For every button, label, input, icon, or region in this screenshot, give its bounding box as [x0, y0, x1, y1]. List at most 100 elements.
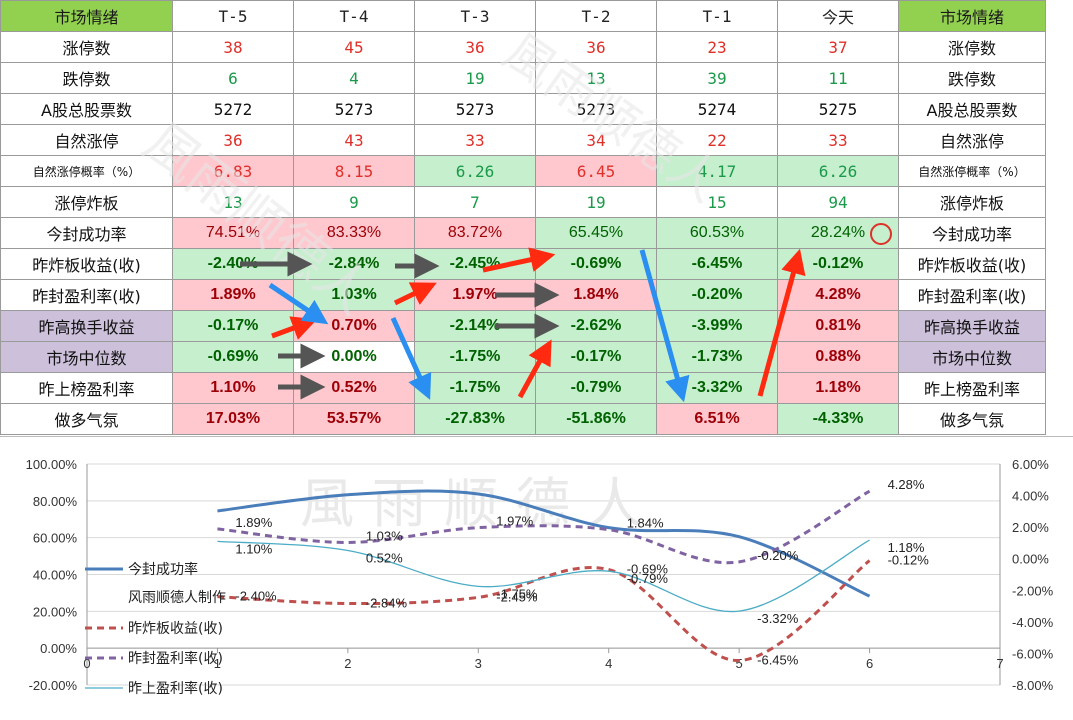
- row-label-right: 昨高换手收益: [898, 310, 1046, 342]
- legend-label: 昨封盈利率(收): [128, 650, 223, 667]
- value-cell: 83.72%: [414, 217, 536, 249]
- header-day-5: T-1: [656, 0, 778, 32]
- value-cell: -6.45%: [656, 248, 778, 280]
- value-cell: 1.97%: [414, 279, 536, 311]
- header-day-3: T-3: [414, 0, 536, 32]
- value-cell: 33: [777, 124, 899, 156]
- value-cell: -0.79%: [535, 372, 657, 404]
- data-label: -2.45%: [496, 589, 538, 604]
- row-label-left: A股总股票数: [0, 93, 173, 125]
- value-cell: 8.15: [293, 155, 415, 187]
- row-label-right: A股总股票数: [898, 93, 1046, 125]
- value-cell: 1.10%: [172, 372, 294, 404]
- data-label: -6.45%: [757, 653, 799, 668]
- table-row: 昨炸板收益(收) -2.40% -2.84% -2.45% -0.69% -6.45% -0…: [0, 248, 1046, 280]
- value-cell: 13: [535, 62, 657, 94]
- value-cell: 15: [656, 186, 778, 218]
- row-label-right: 今封成功率: [898, 217, 1046, 249]
- data-label: 1.03%: [366, 528, 403, 543]
- value-cell: 13: [172, 186, 294, 218]
- value-cell: -51.86%: [535, 403, 657, 435]
- value-cell: 5274: [656, 93, 778, 125]
- value-cell: 0.81%: [777, 310, 899, 342]
- x-tick-label: 7: [996, 656, 1003, 671]
- watermark-text: 風雨顺德人: [300, 472, 660, 535]
- data-label: -0.69%: [627, 562, 669, 577]
- table-row: 今封成功率 74.51% 83.33% 83.72% 65.45% 60.53% 28.24…: [0, 217, 1046, 249]
- value-cell: 60.53%: [656, 217, 778, 249]
- market-sentiment-table: 市场情绪 T-5 T-4 T-3 T-2 T-1 今天 市场情绪 涨停数 38 45 36 36 23 37…: [0, 0, 1046, 435]
- value-cell: -2.14%: [414, 310, 536, 342]
- value-cell: -0.20%: [656, 279, 778, 311]
- row-label-left: 做多气氛: [0, 403, 173, 435]
- value-cell: 6.26: [777, 155, 899, 187]
- value-cell: 38: [172, 31, 294, 63]
- series-line: [217, 539, 870, 613]
- value-cell: 5272: [172, 93, 294, 125]
- value-cell: 22: [656, 124, 778, 156]
- table-row: 做多气氛 17.03% 53.57% -27.83% -51.86% 6.51% -4.33…: [0, 403, 1046, 435]
- legend-credit: 风雨顺德人制作: [128, 590, 226, 606]
- sentiment-line-chart: 100.00%80.00%60.00%40.00%20.00%0.00%-20.…: [26, 457, 1054, 697]
- row-label-left: 自然涨停: [0, 124, 173, 156]
- row-label-left: 涨停炸板: [0, 186, 173, 218]
- row-label-right: 市场中位数: [898, 341, 1046, 373]
- value-cell: 1.03%: [293, 279, 415, 311]
- row-label-right: 自然涨停概率（%）: [898, 155, 1046, 187]
- data-label: 0.52%: [366, 551, 403, 566]
- y-right-tick-label: 0.00%: [1012, 552, 1049, 567]
- value-cell: 6.83: [172, 155, 294, 187]
- data-label: 1.18%: [888, 540, 925, 555]
- value-cell: -4.33%: [777, 403, 899, 435]
- legend-label: 昨上盈利率(收): [128, 680, 223, 697]
- value-cell: 0.88%: [777, 341, 899, 373]
- value-cell: 5275: [777, 93, 899, 125]
- table-row: 昨高换手收益 -0.17% 0.70% -2.14% -2.62% -3.99% 0.81%…: [0, 310, 1046, 342]
- value-cell: -3.99%: [656, 310, 778, 342]
- value-cell: 5273: [414, 93, 536, 125]
- series-line: [217, 559, 871, 663]
- value-cell: 4.28%: [777, 279, 899, 311]
- value-cell: -2.40%: [172, 248, 294, 280]
- y-right-tick-label: 2.00%: [1012, 520, 1049, 535]
- y-right-tick-label: 6.00%: [1012, 457, 1049, 472]
- value-cell: 11: [777, 62, 899, 94]
- x-tick-label: 6: [866, 656, 873, 671]
- value-cell: 6: [172, 62, 294, 94]
- row-label-right: 做多气氛: [898, 403, 1046, 435]
- value-cell: -2.62%: [535, 310, 657, 342]
- header-day-4: T-2: [535, 0, 657, 32]
- value-cell: 83.33%: [293, 217, 415, 249]
- y-right-tick-label: -6.00%: [1012, 646, 1054, 661]
- value-cell: 94: [777, 186, 899, 218]
- value-cell: 4.17: [656, 155, 778, 187]
- data-label: -0.79%: [627, 571, 669, 586]
- data-label: -0.12%: [888, 553, 930, 568]
- legend-label: 今封成功率: [128, 561, 198, 578]
- y-right-tick-label: -8.00%: [1012, 678, 1054, 693]
- value-cell: 53.57%: [293, 403, 415, 435]
- table-row: 自然涨停 36 43 33 34 22 33 自然涨停: [0, 124, 1046, 156]
- value-cell: 0.00%: [293, 341, 415, 373]
- row-label-right: 昨上榜盈利率: [898, 372, 1046, 404]
- table-row: 涨停数 38 45 36 36 23 37 涨停数: [0, 31, 1046, 63]
- table-row: 昨上榜盈利率 1.10% 0.52% -1.75% -0.79% -3.32% 1.18% 昨…: [0, 372, 1046, 404]
- table-row: A股总股票数 5272 5273 5273 5273 5274 5275 A股总股票数: [0, 93, 1046, 125]
- value-cell: -0.17%: [172, 310, 294, 342]
- legend-label: 昨炸板收益(收): [128, 621, 223, 637]
- row-label-right: 自然涨停: [898, 124, 1046, 156]
- row-label-right: 涨停炸板: [898, 186, 1046, 218]
- row-label-right: 昨封盈利率(收): [898, 279, 1046, 311]
- value-cell: 33: [414, 124, 536, 156]
- header-day-1: T-5: [172, 0, 294, 32]
- row-label-left: 昨上榜盈利率: [0, 372, 173, 404]
- value-cell: -3.32%: [656, 372, 778, 404]
- section-divider: [0, 436, 1073, 437]
- value-cell: 1.84%: [535, 279, 657, 311]
- header-label-left: 市场情绪: [0, 0, 173, 32]
- value-cell: 37: [777, 31, 899, 63]
- value-cell: 36: [172, 124, 294, 156]
- value-cell: 1.18%: [777, 372, 899, 404]
- y-left-tick-label: 100.00%: [26, 457, 78, 472]
- value-cell: -1.75%: [414, 372, 536, 404]
